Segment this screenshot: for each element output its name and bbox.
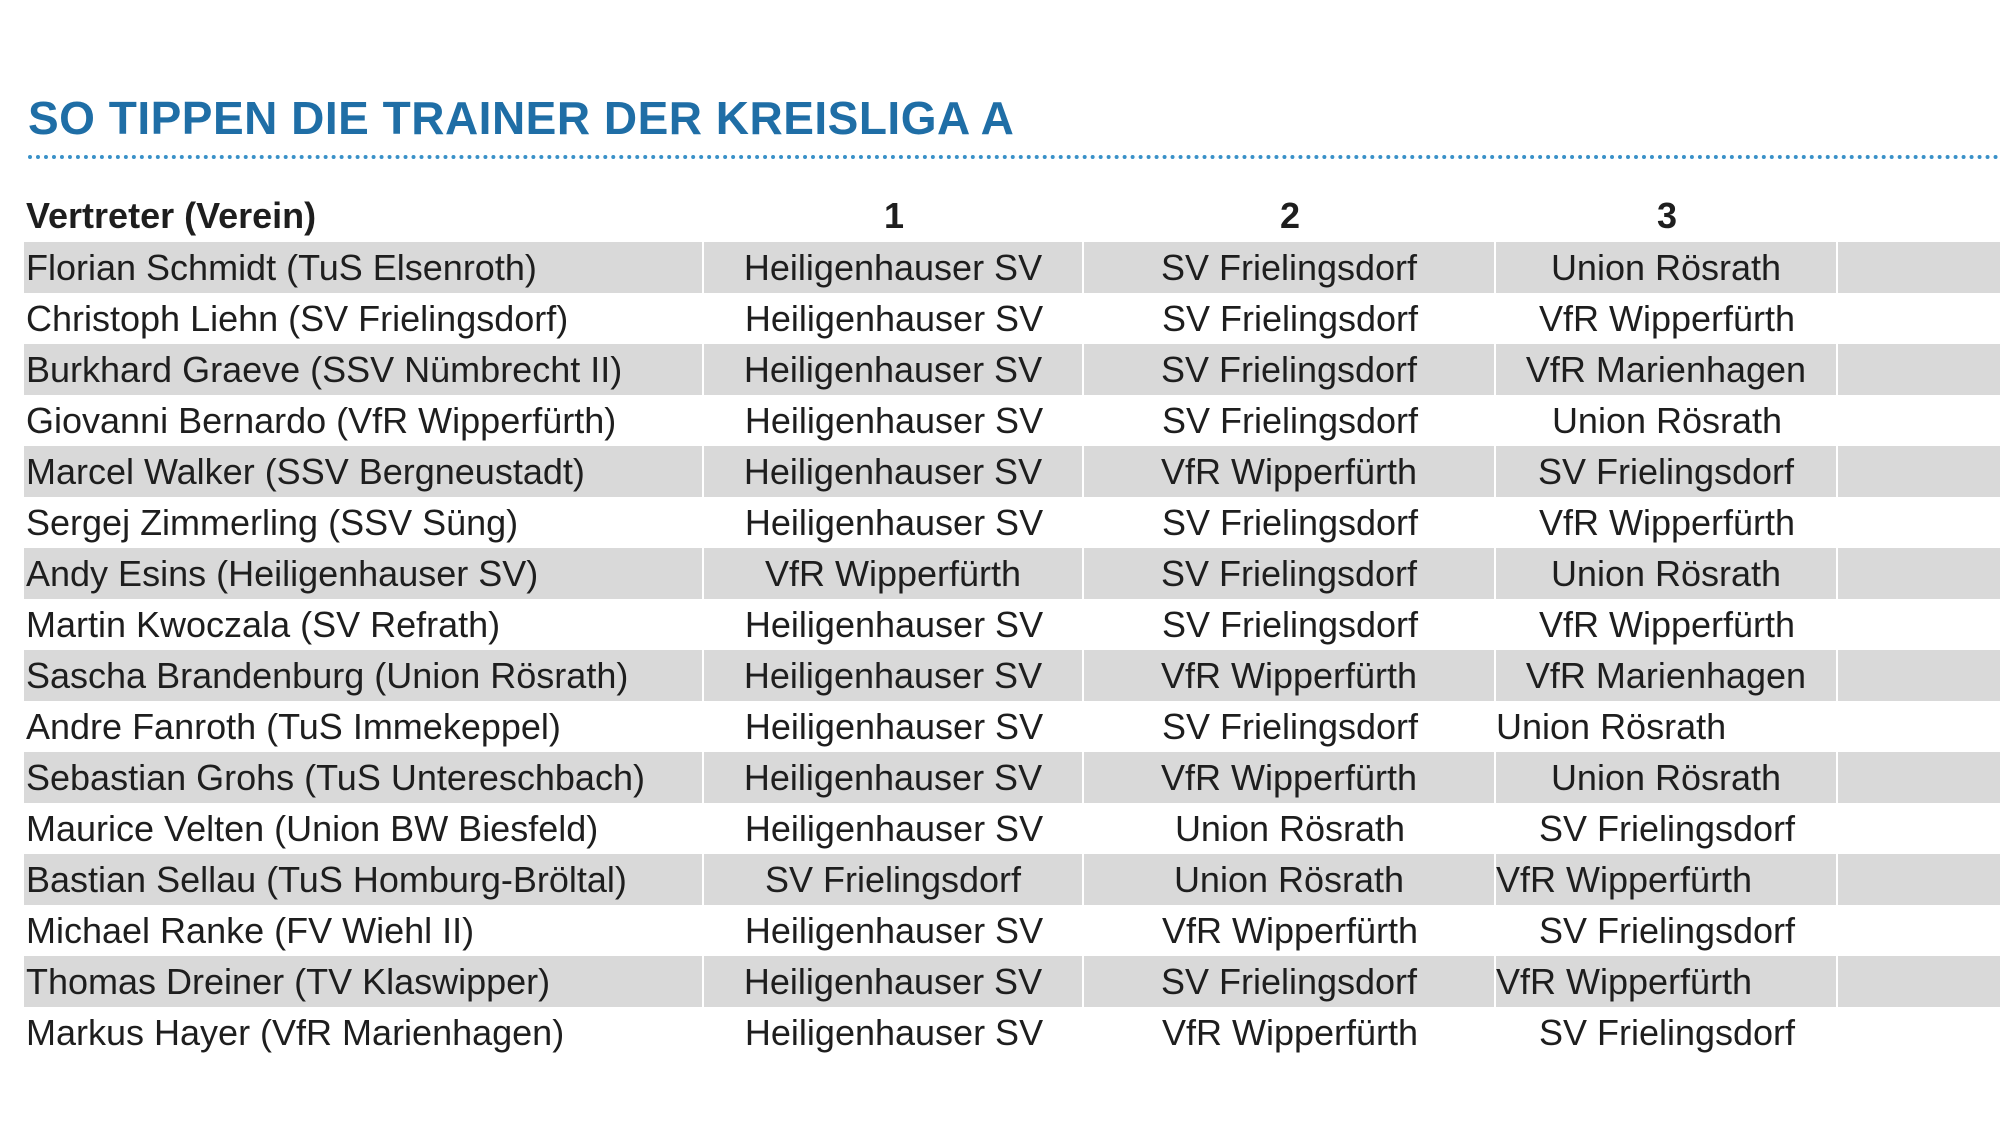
table-row: Andy Esins (Heiligenhauser SV) VfR Wipper… xyxy=(24,548,2000,599)
cell-place-2: VfR Wipperfürth xyxy=(1084,650,1496,701)
table-row: Burkhard Graeve (SSV Nümbrecht II) Heilig… xyxy=(24,344,2000,395)
cell-place-3: SV Frielingsdorf xyxy=(1538,1011,1796,1053)
cell-place-3: Union Rösrath xyxy=(1496,548,1838,599)
table-row: Sebastian Grohs (TuS Untereschbach) Heili… xyxy=(24,752,2000,803)
table-row: Thomas Dreiner (TV Klaswipper) Heiligenha… xyxy=(24,956,2000,1007)
table-row: Martin Kwoczala (SV Refrath) Heiligenhaus… xyxy=(24,599,2000,650)
cell-place-2: SV Frielingsdorf xyxy=(1084,242,1496,293)
table-row: Sascha Brandenburg (Union Rösrath) Heilig… xyxy=(24,650,2000,701)
cell-place-3: Union Rösrath xyxy=(1496,242,1838,293)
page-title: SO TIPPEN DIE TRAINER DER KREISLIGA A xyxy=(28,92,1015,144)
table-row: Giovanni Bernardo (VfR Wipperfürth) Heili… xyxy=(24,395,2000,446)
table-row: Florian Schmidt (TuS Elsenroth) Heiligenh… xyxy=(24,242,2000,293)
cell-place-1: Heiligenhauser SV xyxy=(704,956,1084,1007)
cell-representative: Giovanni Bernardo (VfR Wipperfürth) xyxy=(26,399,617,441)
cell-representative: Florian Schmidt (TuS Elsenroth) xyxy=(24,242,704,293)
cell-place-3: Union Rösrath xyxy=(1551,399,1783,441)
header-place-3: 3 xyxy=(1656,195,1678,236)
cell-place-2: VfR Wipperfürth xyxy=(1161,909,1419,951)
cell-representative: Christoph Liehn (SV Frielingsdorf) xyxy=(26,297,569,339)
cell-place-1: Heiligenhauser SV xyxy=(744,1011,1044,1053)
table-row: Sergej Zimmerling (SSV Süng) Heiligenhaus… xyxy=(24,497,2000,548)
cell-place-3: SV Frielingsdorf xyxy=(1538,909,1796,951)
cell-place-1: Heiligenhauser SV xyxy=(744,501,1044,543)
cell-place-1: Heiligenhauser SV xyxy=(744,297,1044,339)
cell-place-2: SV Frielingsdorf xyxy=(1161,501,1419,543)
cell-place-2: VfR Wipperfürth xyxy=(1084,446,1496,497)
cell-place-1: VfR Wipperfürth xyxy=(704,548,1084,599)
cell-representative: Markus Hayer (VfR Marienhagen) xyxy=(26,1011,565,1053)
table-row: Christoph Liehn (SV Frielingsdorf) Heilig… xyxy=(24,293,2000,344)
cell-place-2: SV Frielingsdorf xyxy=(1084,344,1496,395)
cell-place-3: VfR Wipperfürth xyxy=(1538,297,1796,339)
cell-place-2: VfR Wipperfürth xyxy=(1084,752,1496,803)
cell-place-3: VfR Wipperfürth xyxy=(1538,501,1796,543)
cell-place-1: Heiligenhauser SV xyxy=(744,807,1044,849)
cell-place-2: VfR Wipperfürth xyxy=(1161,1011,1419,1053)
cell-place-3: Union Rösrath xyxy=(1496,705,1727,747)
table-row: Andre Fanroth (TuS Immekeppel) Heiligenha… xyxy=(24,701,2000,752)
cell-place-1: Heiligenhauser SV xyxy=(744,603,1044,645)
cell-place-2: Union Rösrath xyxy=(1174,807,1406,849)
cell-representative: Andre Fanroth (TuS Immekeppel) xyxy=(26,705,561,747)
cell-representative: Sascha Brandenburg (Union Rösrath) xyxy=(24,650,704,701)
table-body: Florian Schmidt (TuS Elsenroth) Heiligenh… xyxy=(24,242,2000,1058)
header-place-1: 1 xyxy=(883,195,905,236)
cell-representative: Burkhard Graeve (SSV Nümbrecht II) xyxy=(24,344,704,395)
cell-place-3: SV Frielingsdorf xyxy=(1496,446,1838,497)
cell-place-3: VfR Wipperfürth xyxy=(1496,956,1838,1007)
cell-representative: Martin Kwoczala (SV Refrath) xyxy=(26,603,501,645)
cell-place-3: VfR Wipperfürth xyxy=(1538,603,1796,645)
cell-place-3: SV Frielingsdorf xyxy=(1538,807,1796,849)
cell-representative: Michael Ranke (FV Wiehl II) xyxy=(26,909,475,951)
cell-representative: Andy Esins (Heiligenhauser SV) xyxy=(24,548,704,599)
cell-place-2: Union Rösrath xyxy=(1084,854,1496,905)
dotted-divider xyxy=(28,155,2000,159)
header-place-2: 2 xyxy=(1279,195,1301,236)
cell-place-3: VfR Wipperfürth xyxy=(1496,854,1838,905)
cell-place-2: SV Frielingsdorf xyxy=(1084,956,1496,1007)
cell-place-1: Heiligenhauser SV xyxy=(704,650,1084,701)
cell-representative: Thomas Dreiner (TV Klaswipper) xyxy=(24,956,704,1007)
cell-representative: Marcel Walker (SSV Bergneustadt) xyxy=(24,446,704,497)
table-row: Maurice Velten (Union BW Biesfeld) Heilig… xyxy=(24,803,2000,854)
cell-place-3: VfR Marienhagen xyxy=(1496,344,1838,395)
cell-place-1: Heiligenhauser SV xyxy=(744,399,1044,441)
table-row: Bastian Sellau (TuS Homburg-Bröltal) SV F… xyxy=(24,854,2000,905)
cell-place-2: SV Frielingsdorf xyxy=(1161,399,1419,441)
cell-place-2: SV Frielingsdorf xyxy=(1161,297,1419,339)
cell-place-2: SV Frielingsdorf xyxy=(1161,705,1419,747)
tips-table: Vertreter (Verein) 1 2 3 Florian Schmidt… xyxy=(24,190,2000,1058)
cell-representative: Sergej Zimmerling (SSV Süng) xyxy=(26,501,519,543)
cell-place-1: SV Frielingsdorf xyxy=(704,854,1084,905)
cell-place-1: Heiligenhauser SV xyxy=(704,752,1084,803)
cell-place-3: VfR Marienhagen xyxy=(1496,650,1838,701)
cell-place-1: Heiligenhauser SV xyxy=(744,909,1044,951)
cell-place-2: SV Frielingsdorf xyxy=(1084,548,1496,599)
cell-place-3: Union Rösrath xyxy=(1496,752,1838,803)
cell-place-1: Heiligenhauser SV xyxy=(704,446,1084,497)
table-header: Vertreter (Verein) 1 2 3 xyxy=(24,190,2000,242)
cell-place-1: Heiligenhauser SV xyxy=(704,242,1084,293)
header-representative: Vertreter (Verein) xyxy=(26,195,317,236)
cell-representative: Bastian Sellau (TuS Homburg-Bröltal) xyxy=(24,854,704,905)
table-row: Michael Ranke (FV Wiehl II) Heiligenhause… xyxy=(24,905,2000,956)
cell-place-2: SV Frielingsdorf xyxy=(1161,603,1419,645)
cell-place-1: Heiligenhauser SV xyxy=(704,344,1084,395)
table-row: Markus Hayer (VfR Marienhagen) Heiligenha… xyxy=(24,1007,2000,1058)
table-row: Marcel Walker (SSV Bergneustadt) Heiligen… xyxy=(24,446,2000,497)
cell-representative: Sebastian Grohs (TuS Untereschbach) xyxy=(24,752,704,803)
cell-place-1: Heiligenhauser SV xyxy=(744,705,1044,747)
cell-representative: Maurice Velten (Union BW Biesfeld) xyxy=(26,807,599,849)
